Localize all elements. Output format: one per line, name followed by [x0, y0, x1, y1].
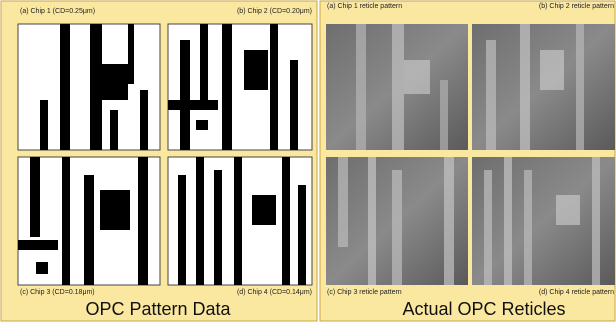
pattern-3: [18, 157, 160, 285]
panel-label: (b) Chip 2 (CD=0.20μm): [237, 8, 312, 15]
panel-label: (b) Chip 2 reticle pattern: [539, 3, 614, 10]
panel-label: (d) Chip 4 reticle pattern: [539, 289, 614, 296]
sem-image-3: [326, 157, 468, 285]
sem-image-2: [472, 24, 615, 150]
panel-label: (c) Chip 3 (CD=0.18μm): [20, 289, 95, 296]
panel-label: (a) Chip 1 reticle pattern: [327, 3, 402, 10]
pattern-2: [168, 24, 312, 150]
caption: Actual OPC Reticles: [402, 299, 565, 319]
pattern-1: [18, 24, 160, 150]
sem-image-4: [472, 157, 615, 285]
panel-label: (c) Chip 3 reticle pattern: [327, 289, 402, 296]
caption: OPC Pattern Data: [85, 299, 231, 319]
figure: (a) Chip 1 (CD=0.25μm) (b) Chip 2 (CD=0.…: [0, 0, 616, 322]
sem-image-1: [326, 24, 468, 150]
pattern-4: [168, 157, 312, 285]
panel-label: (d) Chip 4 (CD=0.14μm): [237, 289, 312, 296]
panel-label: (a) Chip 1 (CD=0.25μm): [20, 8, 95, 15]
